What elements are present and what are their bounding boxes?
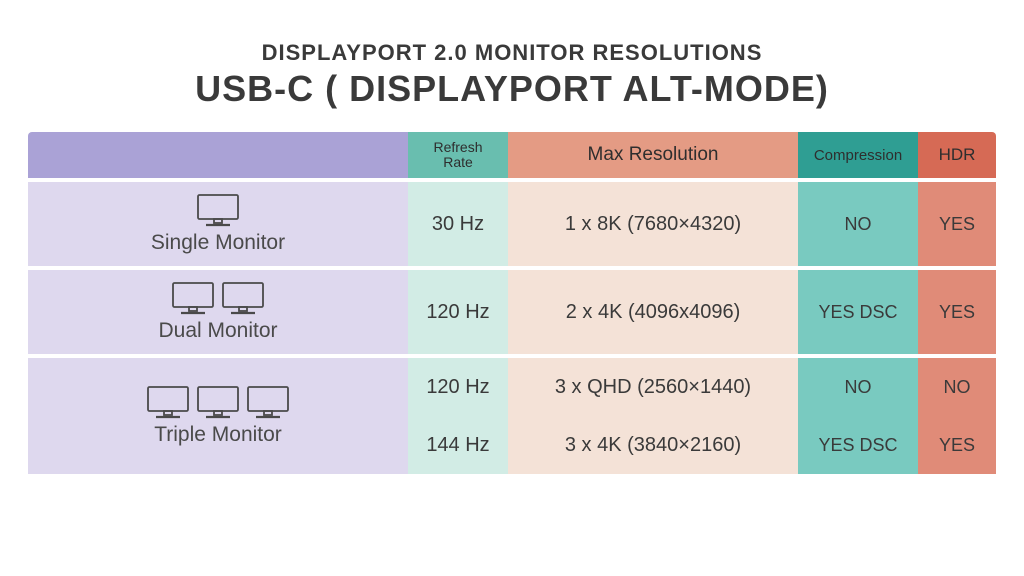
resolutions-table: RefreshRateMax ResolutionCompressionHDR … <box>28 132 996 474</box>
hdr-value: YES <box>918 416 996 474</box>
refresh-value: 30 Hz <box>408 182 508 266</box>
monitor-icons <box>146 385 290 419</box>
header-hdr: HDR <box>918 132 996 178</box>
table-row: Triple Monitor 120 Hz144 Hz3 x QHD (2560×… <box>28 358 996 474</box>
resolution-cell: 2 x 4K (4096x4096) <box>508 270 798 354</box>
config-label: Dual Monitor <box>158 319 277 343</box>
compression-value: YES DSC <box>798 270 918 354</box>
hdr-cell: NOYES <box>918 358 996 474</box>
header-compression: Compression <box>798 132 918 178</box>
hdr-value: YES <box>918 270 996 354</box>
refresh-value: 120 Hz <box>408 358 508 416</box>
monitor-icon <box>196 385 240 419</box>
resolution-cell: 1 x 8K (7680×4320) <box>508 182 798 266</box>
header-refresh: RefreshRate <box>408 132 508 178</box>
hdr-cell: YES <box>918 270 996 354</box>
config-cell: Dual Monitor <box>28 270 408 354</box>
compression-value: YES DSC <box>798 416 918 474</box>
config-label: Triple Monitor <box>154 423 282 447</box>
title-big: USB-C ( DISPLAYPORT ALT-MODE) <box>28 68 996 110</box>
header-resolution: Max Resolution <box>508 132 798 178</box>
monitor-icon <box>221 281 265 315</box>
resolution-cell: 3 x QHD (2560×1440)3 x 4K (3840×2160) <box>508 358 798 474</box>
monitor-icon <box>146 385 190 419</box>
table-body: Single Monitor30 Hz1 x 8K (7680×4320)NOY… <box>28 182 996 474</box>
hdr-cell: YES <box>918 182 996 266</box>
header-config <box>28 132 408 178</box>
refresh-cell: 120 Hz144 Hz <box>408 358 508 474</box>
config-cell: Single Monitor <box>28 182 408 266</box>
hdr-value: YES <box>918 182 996 266</box>
hdr-value: NO <box>918 358 996 416</box>
table-row: Dual Monitor 120 Hz2 x 4K (4096x4096)YES … <box>28 270 996 354</box>
monitor-icons <box>171 281 265 315</box>
table-header-row: RefreshRateMax ResolutionCompressionHDR <box>28 132 996 178</box>
compression-cell: YES DSC <box>798 270 918 354</box>
monitor-icons <box>196 193 240 227</box>
resolution-value: 3 x QHD (2560×1440) <box>508 358 798 416</box>
refresh-cell: 120 Hz <box>408 270 508 354</box>
config-cell: Triple Monitor <box>28 358 408 474</box>
compression-cell: NO <box>798 182 918 266</box>
refresh-value: 120 Hz <box>408 270 508 354</box>
resolution-value: 1 x 8K (7680×4320) <box>508 182 798 266</box>
resolution-value: 3 x 4K (3840×2160) <box>508 416 798 474</box>
table-row: Single Monitor 30 Hz1 x 8K (7680×4320)NOY… <box>28 182 996 266</box>
refresh-value: 144 Hz <box>408 416 508 474</box>
monitor-icon <box>171 281 215 315</box>
compression-value: NO <box>798 358 918 416</box>
monitor-icon <box>196 193 240 227</box>
compression-cell: NOYES DSC <box>798 358 918 474</box>
resolution-value: 2 x 4K (4096x4096) <box>508 270 798 354</box>
compression-value: NO <box>798 182 918 266</box>
refresh-cell: 30 Hz <box>408 182 508 266</box>
config-label: Single Monitor <box>151 231 285 255</box>
title-small: DISPLAYPORT 2.0 MONITOR RESOLUTIONS <box>28 40 996 66</box>
monitor-icon <box>246 385 290 419</box>
